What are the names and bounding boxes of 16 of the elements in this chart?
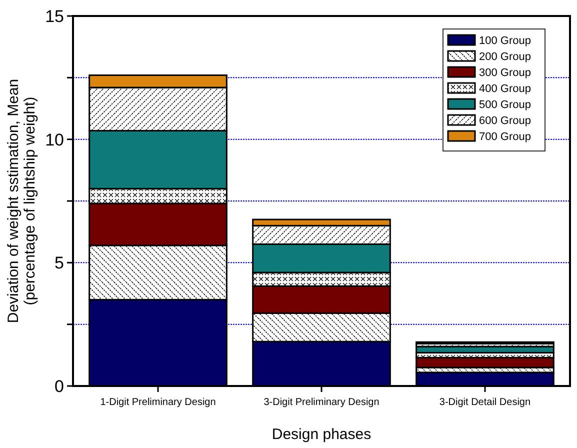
- y-tick-label: 0: [54, 376, 64, 396]
- legend-label: 300 Group: [479, 66, 531, 79]
- y-tick-label: 15: [45, 6, 64, 26]
- x-tick-label: 3-Digit Detail Design: [439, 397, 531, 408]
- legend-label: 200 Group: [479, 50, 531, 63]
- legend-label: 100 Group: [479, 34, 531, 47]
- legend-label: 700 Group: [479, 130, 531, 143]
- legend-label: 400 Group: [479, 82, 531, 95]
- x-axis-title: Design phases: [272, 426, 372, 443]
- legend-label: 600 Group: [479, 114, 531, 127]
- legend-label: 500 Group: [479, 98, 531, 111]
- y-axis-title: Deviation of weight sstimation, Mean (percentage of lightship weight): [4, 78, 38, 324]
- y-tick-label: 5: [54, 254, 64, 273]
- y-tick-label: 10: [45, 130, 64, 150]
- x-tick-label: 3-Digit Preliminary Design: [264, 397, 380, 408]
- x-tick-label: 1-Digit Preliminary Design: [100, 397, 216, 408]
